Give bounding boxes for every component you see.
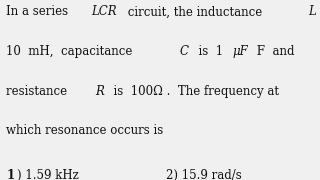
Text: 2) 15.9 rad/s: 2) 15.9 rad/s: [166, 169, 242, 180]
Text: LCR: LCR: [92, 5, 117, 18]
Text: resistance: resistance: [6, 85, 75, 98]
Text: is  1: is 1: [191, 45, 223, 58]
Text: is: is: [318, 5, 320, 18]
Text: which resonance occurs is: which resonance occurs is: [6, 124, 164, 137]
Text: C: C: [179, 45, 188, 58]
Text: R: R: [95, 85, 104, 98]
Text: circuit, the inductance: circuit, the inductance: [124, 5, 267, 18]
Text: is  100Ω .  The frequency at: is 100Ω . The frequency at: [106, 85, 279, 98]
Text: In a series: In a series: [6, 5, 72, 18]
Text: F  and: F and: [252, 45, 294, 58]
Text: L: L: [308, 5, 316, 18]
Text: 1: 1: [6, 169, 14, 180]
Text: ) 1.59 kHz: ) 1.59 kHz: [17, 169, 79, 180]
Text: μF: μF: [232, 45, 248, 58]
Text: 10  mH,  capacitance: 10 mH, capacitance: [6, 45, 140, 58]
